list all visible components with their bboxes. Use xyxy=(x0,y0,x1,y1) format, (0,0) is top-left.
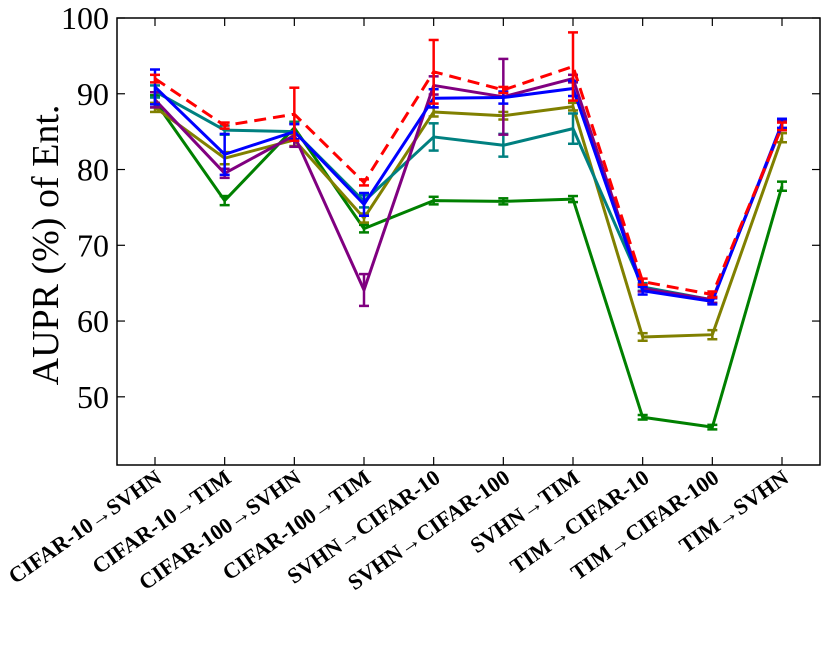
series-2 xyxy=(150,101,787,342)
series-line xyxy=(153,100,784,429)
y-axis-title: AUPR (%) of Ent. xyxy=(25,105,67,386)
series-6 xyxy=(150,31,787,299)
y-tick-label: 50 xyxy=(77,379,109,415)
y-tick-label: 100 xyxy=(61,0,109,36)
series-line xyxy=(153,85,784,303)
series-4 xyxy=(150,57,787,308)
series-line xyxy=(154,64,784,297)
y-tick-label: 80 xyxy=(77,152,109,188)
series-line xyxy=(153,77,784,302)
y-tick-label: 90 xyxy=(77,76,109,112)
y-tick-label: 70 xyxy=(77,227,109,263)
series-line xyxy=(154,90,784,302)
series-group xyxy=(150,31,787,431)
series-3 xyxy=(150,84,787,305)
plot-frame xyxy=(116,17,821,466)
series-line xyxy=(154,105,784,339)
labels: 5060708090100CIFAR-10→SVHNCIFAR-10→TIMCI… xyxy=(4,0,793,595)
axes xyxy=(116,17,821,466)
series-5 xyxy=(150,68,787,306)
series-1 xyxy=(150,94,787,431)
y-tick-label: 60 xyxy=(77,303,109,339)
